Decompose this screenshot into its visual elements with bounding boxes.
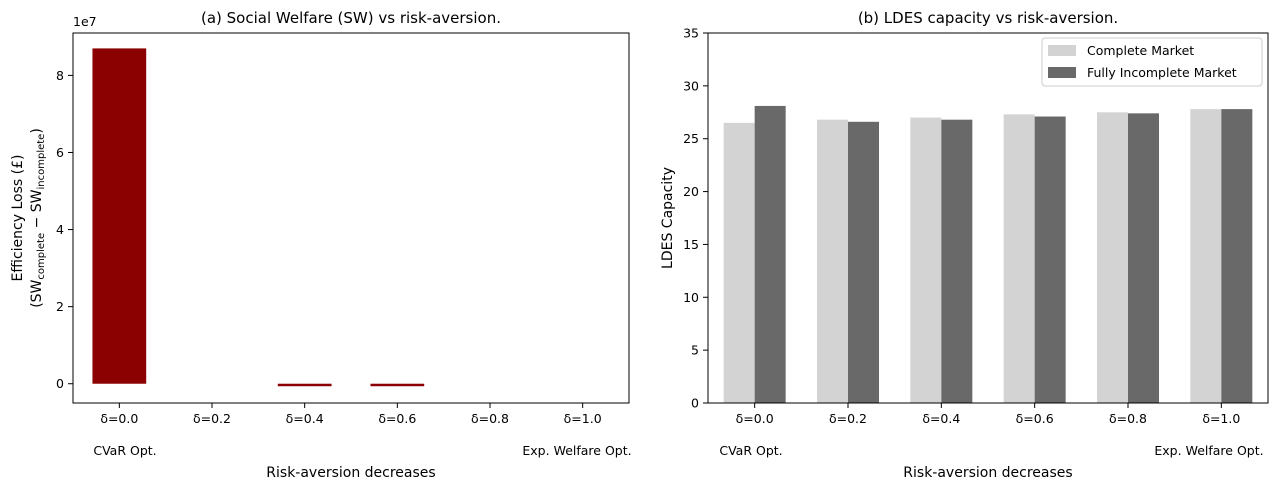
bar-incomplete: [1128, 113, 1159, 403]
chart-a-bars: [92, 48, 425, 387]
chart-a-x-ticks: δ=0.0 δ=0.2 δ=0.4 δ=0.6 δ=0.8 δ=1.0: [100, 403, 602, 426]
chart-b-plot-frame: [707, 32, 1269, 404]
x-tick-label: δ=1.0: [1202, 411, 1240, 426]
legend-swatch-complete: [1048, 45, 1076, 56]
x-tick-label: δ=0.4: [922, 411, 960, 426]
y-tick-label: 5: [691, 343, 699, 358]
y-tick-label: 20: [683, 184, 699, 199]
chart-b-x-ticks: δ=0.0 δ=0.2 δ=0.4 δ=0.6 δ=0.8 δ=1.0: [736, 403, 1240, 426]
y-tick-label: 25: [683, 131, 699, 146]
chart-b-bars: [723, 105, 1253, 404]
bar-incomplete: [848, 121, 879, 404]
x-tick-label: δ=0.0: [100, 411, 138, 426]
legend-label-complete: Complete Market: [1087, 43, 1194, 58]
chart-a-title: (a) Social Welfare (SW) vs risk-aversion…: [201, 9, 501, 27]
chart-b-y-ticks: 0 5 10 15 20 25 30 35: [683, 26, 708, 411]
y-tick-label: 35: [683, 26, 699, 41]
chart-a-offset-label: 1e7: [73, 14, 97, 29]
bar: [370, 383, 425, 387]
chart-b-right-note: Exp. Welfare Opt.: [1154, 443, 1263, 458]
bar-complete: [910, 117, 942, 404]
bar-complete: [1097, 112, 1128, 404]
ylabel-sub-complete: complete: [36, 233, 47, 280]
x-tick-label: δ=0.2: [193, 411, 231, 426]
bar-incomplete: [1034, 116, 1066, 403]
bar-complete: [723, 122, 755, 403]
y-tick-label: 0: [56, 376, 64, 391]
x-tick-label: δ=0.8: [1109, 411, 1147, 426]
x-tick-label: δ=1.0: [564, 411, 602, 426]
bar-incomplete: [941, 119, 973, 403]
chart-a-ylabel-line1: Efficiency Loss (£): [10, 155, 26, 282]
legend-label-incomplete: Fully Incomplete Market: [1087, 65, 1237, 80]
y-tick-label: 0: [691, 396, 699, 411]
bar: [277, 383, 332, 387]
x-tick-label: δ=0.8: [471, 411, 509, 426]
y-tick-label: 30: [683, 78, 699, 93]
chart-a-xlabel: Risk-aversion decreases: [266, 465, 435, 481]
bar-complete: [1003, 114, 1035, 404]
chart-b-ylabel: LDES Capacity: [660, 167, 676, 269]
chart-b-legend: Complete Market Fully Incomplete Market: [1041, 37, 1263, 87]
x-tick-label: δ=0.6: [378, 411, 416, 426]
chart-b-title: (b) LDES capacity vs risk-aversion.: [858, 9, 1118, 27]
chart-social-welfare: (a) Social Welfare (SW) vs risk-aversion…: [10, 9, 632, 481]
legend-swatch-incomplete: [1048, 67, 1076, 78]
chart-a-ylabel-line2: (SWcomplete − SWincomplete): [29, 128, 47, 308]
x-tick-label: δ=0.0: [736, 411, 774, 426]
bar: [92, 48, 147, 384]
chart-b-left-note: CVaR Opt.: [719, 443, 782, 458]
y-tick-label: 4: [56, 222, 64, 237]
legend-frame: [1041, 37, 1263, 87]
x-tick-label: δ=0.6: [1016, 411, 1054, 426]
chart-a-left-note: CVaR Opt.: [93, 443, 156, 458]
ylabel-sub-incomplete: incomplete: [36, 134, 47, 190]
bar-complete: [817, 119, 848, 403]
chart-ldes-capacity: (b) LDES capacity vs risk-aversion. 0 5 10…: [660, 9, 1269, 481]
bar-incomplete: [754, 105, 786, 403]
y-tick-label: 2: [56, 299, 64, 314]
ylabel-open: (SW: [29, 279, 45, 307]
ylabel-close: ): [29, 128, 45, 133]
y-tick-label: 10: [683, 290, 699, 305]
y-tick-label: 6: [56, 145, 64, 160]
ylabel-minus: − SW: [29, 189, 45, 233]
x-tick-label: δ=0.4: [286, 411, 324, 426]
x-tick-label: δ=0.2: [829, 411, 867, 426]
chart-a-y-ticks: 0 2 4 6 8: [56, 68, 73, 391]
chart-a-plot-frame: [72, 32, 630, 404]
chart-b-xlabel: Risk-aversion decreases: [903, 465, 1072, 481]
y-tick-label: 8: [56, 68, 64, 83]
bar-incomplete: [1221, 109, 1253, 403]
chart-a-right-note: Exp. Welfare Opt.: [522, 443, 631, 458]
y-tick-label: 15: [683, 237, 699, 252]
bar-complete: [1190, 109, 1222, 403]
